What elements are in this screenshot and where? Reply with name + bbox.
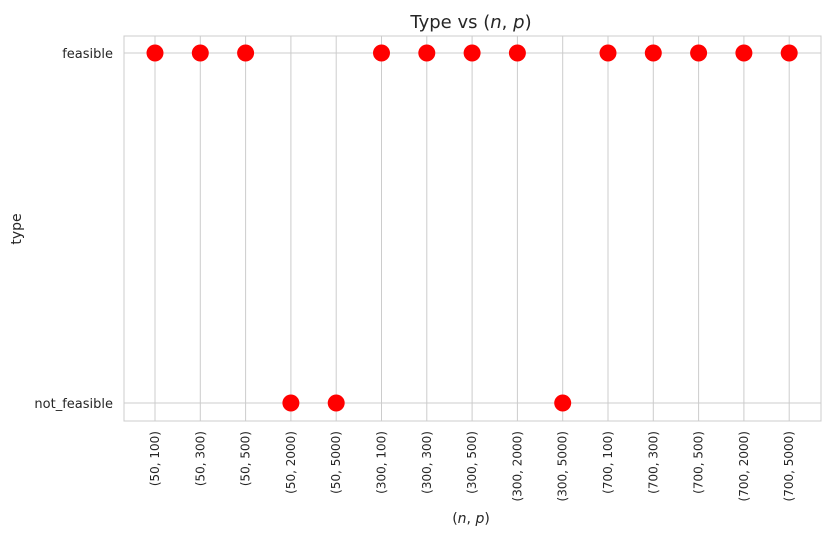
- x-tick-label: (700, 5000): [782, 431, 796, 501]
- x-tick-label: (50, 2000): [284, 431, 298, 494]
- data-point: [146, 44, 164, 62]
- x-tick-label: (50, 5000): [329, 431, 343, 494]
- data-point: [327, 394, 345, 412]
- data-points: [146, 44, 798, 412]
- y-tick-labels: feasible not_feasible: [34, 47, 113, 412]
- data-point: [644, 44, 662, 62]
- y-tick-label: feasible: [62, 47, 113, 62]
- x-axis-label: (n, p): [452, 511, 490, 527]
- plot-area-frame: [123, 35, 822, 422]
- x-tick-label: (50, 300): [193, 431, 207, 486]
- data-point: [463, 44, 481, 62]
- data-point: [554, 394, 572, 412]
- x-tick-label: (300, 500): [465, 431, 479, 494]
- data-point: [191, 44, 209, 62]
- data-point: [418, 44, 436, 62]
- x-tick-label: (50, 100): [148, 431, 162, 486]
- data-point: [282, 394, 300, 412]
- x-tick-label: (700, 100): [601, 431, 615, 494]
- x-tick-label: (50, 500): [239, 431, 253, 486]
- x-tick-label: (700, 300): [646, 431, 660, 494]
- x-tick-label: (700, 2000): [737, 431, 751, 501]
- x-tick-label: (300, 300): [420, 431, 434, 494]
- data-point: [373, 44, 390, 62]
- x-tick-label: (300, 100): [375, 431, 389, 494]
- data-point: [508, 44, 526, 62]
- chart-title: Type vs (n, p): [409, 12, 531, 33]
- data-point: [780, 44, 798, 62]
- y-tick-label: not_feasible: [34, 397, 113, 412]
- data-point: [599, 44, 617, 62]
- x-tick-label: (300, 2000): [510, 431, 524, 501]
- data-point: [237, 44, 255, 62]
- grid-lines: [124, 36, 821, 421]
- data-point: [690, 44, 708, 62]
- y-axis-label: type: [9, 213, 25, 244]
- data-point: [735, 44, 753, 62]
- x-tick-label: (300, 5000): [556, 431, 570, 501]
- x-tick-labels: (50, 100) (50, 300) (50, 500) (50, 2000) (50…: [148, 431, 796, 501]
- x-tick-label: (700, 500): [692, 431, 706, 494]
